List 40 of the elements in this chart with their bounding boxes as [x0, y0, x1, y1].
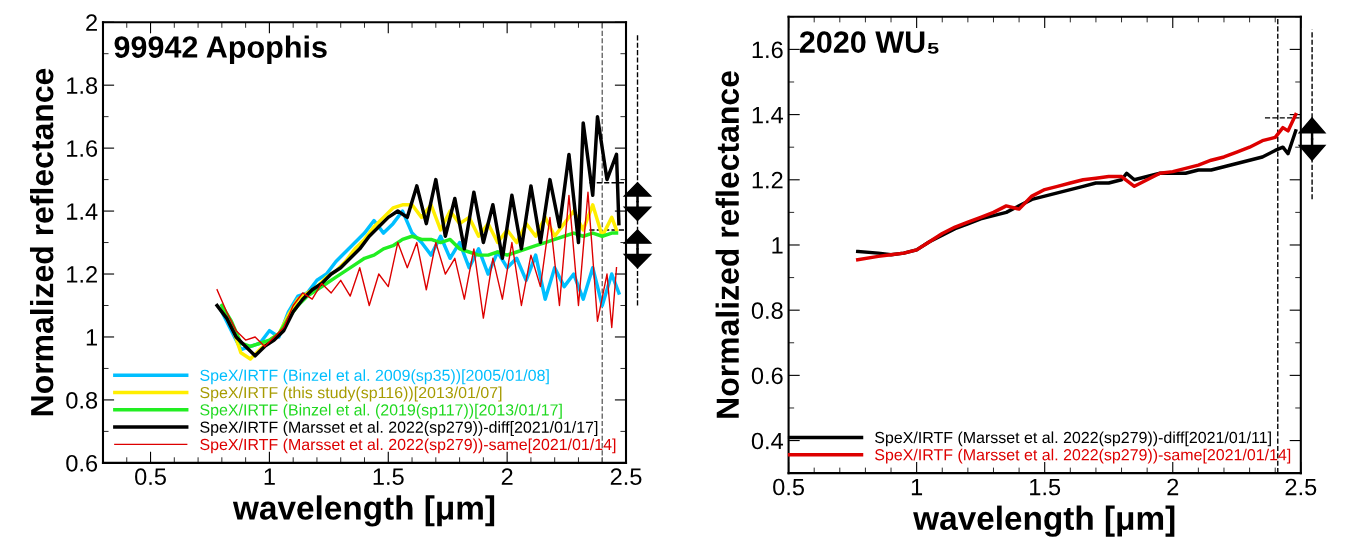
y-tick-label: 0.6 [751, 367, 783, 385]
legend-label: SpeX/IRTF (Marsset et al. 2022(sp279))-diff[2021/01/17] [200, 421, 598, 436]
chart-title: 2020 WU₅ [799, 31, 939, 54]
x-tick-label: 0.5 [773, 478, 804, 496]
y-axis-title: Normalized reflectance [715, 71, 740, 418]
legend-label: SpeX/IRTF (Marsset et al. 2022(sp279))-same[2021/01/14] [200, 438, 616, 454]
line-series [216, 191, 618, 348]
y-tick-label: 1.2 [752, 171, 783, 189]
y-tick-label: 1.2 [67, 266, 97, 283]
x-axis-title: wavelength [μm] [232, 495, 495, 527]
x-tick-label: 1 [264, 468, 275, 485]
y-tick-label: 1 [86, 329, 97, 346]
y-tick-label: 1.6 [67, 140, 98, 157]
y-axis-title: Normalized reflectance [29, 68, 54, 416]
y-tick-label: 0.8 [751, 302, 783, 319]
x-tick-label: 2.5 [1285, 478, 1317, 496]
y-tick-label: 0.8 [66, 391, 98, 409]
x-tick-label: 2.5 [610, 468, 642, 486]
y-tick-label: 2 [86, 14, 97, 31]
legend-label: SpeX/IRTF (Marsset et al. 2022(sp279))-same[2021/01/14] [875, 448, 1291, 464]
chart-title: 99942 Apophis [114, 35, 327, 64]
y-tick-label: 0.4 [751, 432, 784, 450]
legend-label: SpeX/IRTF (Binzel et al. (2019(sp117))[2013/01/17] [200, 403, 562, 419]
x-tick-label: 1.5 [373, 468, 404, 486]
legend-label: SpeX/IRTF (Marsset et al. 2022(sp279))-diff[2021/01/11] [875, 431, 1271, 447]
y-tick-label: 1.6 [752, 41, 783, 59]
x-tick-label: 2 [501, 468, 513, 485]
line-series [215, 114, 621, 358]
legend-label: SpeX/IRTF (this study(sp116))[2013/01/07] [200, 386, 502, 402]
x-tick-label: 1 [911, 478, 923, 496]
y-tick-label: 1.4 [752, 106, 784, 124]
x-axis-title: wavelength [μm] [913, 505, 1175, 537]
y-tick-label: 1.8 [67, 77, 98, 94]
y-tick-label: 1 [772, 237, 783, 254]
x-tick-label: 0.5 [135, 468, 166, 486]
y-tick-label: 0.6 [66, 454, 98, 472]
y-tick-label: 1.4 [67, 203, 98, 220]
x-tick-label: 1.5 [1030, 478, 1061, 496]
x-tick-label: 2 [1167, 478, 1179, 496]
legend-label: SpeX/IRTF (Binzel et al. 2009(sp35))[2005/01/08] [200, 369, 549, 385]
